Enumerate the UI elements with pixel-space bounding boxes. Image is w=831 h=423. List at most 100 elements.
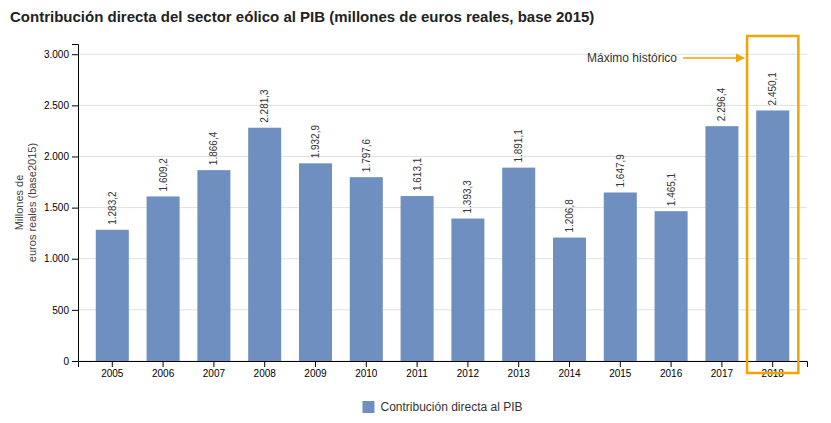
tick: 2015 [609,361,632,379]
tick-mark [569,361,570,367]
tick-mark [264,361,265,367]
data-label: 2.281,3 [259,89,270,123]
tick-label: 2016 [660,368,683,379]
data-label: 1.797,6 [361,138,372,172]
tick: 2005 [101,361,124,379]
tick-mark [72,156,78,157]
bars [96,110,789,361]
chart: Contribución directa del sector eólico a… [0,0,831,423]
bar [705,126,738,361]
tick-label: 1.500 [44,202,69,213]
data-label: 1.613,1 [412,157,423,191]
bar [604,192,637,361]
tick-label: 2011 [406,368,428,379]
grid-line [78,258,807,259]
bar [553,238,586,361]
tick: 2010 [355,361,378,379]
bar [350,177,383,361]
bar [248,128,281,361]
tick: 3.000 [44,49,78,60]
tick-label: 2.500 [44,100,69,111]
data-label: 1.647,9 [615,154,626,188]
tick-mark [72,105,78,106]
bar [147,196,180,361]
annotation: Máximo histórico [587,51,677,65]
x-axis: 2005 2006 2007 2008 2009 2010 2011 2012 2013 2014… [79,361,808,379]
legend-label: Contribución directa al PIB [380,400,522,414]
tick-label: 2008 [254,368,277,379]
tick-label: 2010 [355,368,378,379]
tick-label: 500 [52,305,69,316]
data-labels: 1.283,2 1.609,2 1.866,4 2.281,3 1.932,9 1.797… [107,72,778,233]
tick-label: 2015 [609,368,632,379]
tick-mark [163,361,164,367]
tick: 2012 [457,361,480,379]
tick-mark [518,361,519,367]
data-label: 1.206,8 [564,199,575,233]
tick: 2009 [304,361,327,379]
tick-label: 2.000 [44,151,69,162]
tick: 1.500 [44,202,78,213]
tick-label: 2005 [101,368,124,379]
bar [197,170,230,361]
tick: 2017 [711,361,734,379]
tick: 1.000 [44,253,78,264]
tick-label: 2009 [304,368,327,379]
grid-line [78,156,807,157]
tick-mark [417,361,418,367]
tick-mark [72,208,78,209]
tick-label: 0 [63,356,69,367]
grid [78,54,807,361]
tick: 2016 [660,361,683,379]
tick: 2006 [152,361,175,379]
tick-mark [112,361,113,367]
data-label: 1.866,4 [208,131,219,165]
annotation-arrow [683,57,744,58]
data-label: 1.932,9 [310,125,321,159]
tick: 2007 [203,361,226,379]
data-label: 2.450,1 [767,72,778,106]
tick: 0 [63,356,78,367]
tick-label: 2012 [457,368,480,379]
tick-mark [72,54,78,55]
legend: Contribución directa al PIB [362,400,522,414]
tick: 2011 [406,361,428,379]
tick-mark [72,259,78,260]
bar [756,110,789,361]
grid-line [78,54,807,55]
tick-label: 1.000 [44,253,69,264]
bar [502,168,535,361]
plot: 05001.0001.5002.0002.5003.00020052006200… [13,36,808,379]
tick-mark [366,361,367,367]
data-label: 1.393,3 [462,180,473,214]
axis-line [72,45,79,362]
bar [655,211,688,361]
title: Contribución directa del sector eólico a… [10,8,594,25]
data-label: 1.283,2 [107,191,118,225]
tick-mark [721,361,722,367]
tick-mark [72,361,78,362]
tick-mark [315,361,316,367]
tick-mark [72,310,78,311]
tick-mark [620,361,621,367]
bar [299,163,332,361]
tick-label: 2014 [558,368,581,379]
tick: 2.500 [44,100,78,111]
grid-line [78,105,807,106]
data-label: 1.891,1 [513,129,524,163]
data-label: 1.465,1 [666,172,677,206]
tick-label: 3.000 [44,49,69,60]
tick: 2008 [254,361,277,379]
tick-mark [467,361,468,367]
highlight-box [747,36,798,373]
y-axis: 0 500 1.000 1.500 2.000 2.500 3.000 [44,45,79,367]
tick: 2014 [558,361,581,379]
tick-mark [213,361,214,367]
tick-mark [772,361,773,367]
tick: 2018 [762,361,785,379]
data-label: 1.609,2 [158,158,169,192]
tick-mark [671,361,672,367]
data-label: 2.296,4 [716,87,727,121]
tick: 2013 [508,361,531,379]
tick-label: 2017 [711,368,734,379]
